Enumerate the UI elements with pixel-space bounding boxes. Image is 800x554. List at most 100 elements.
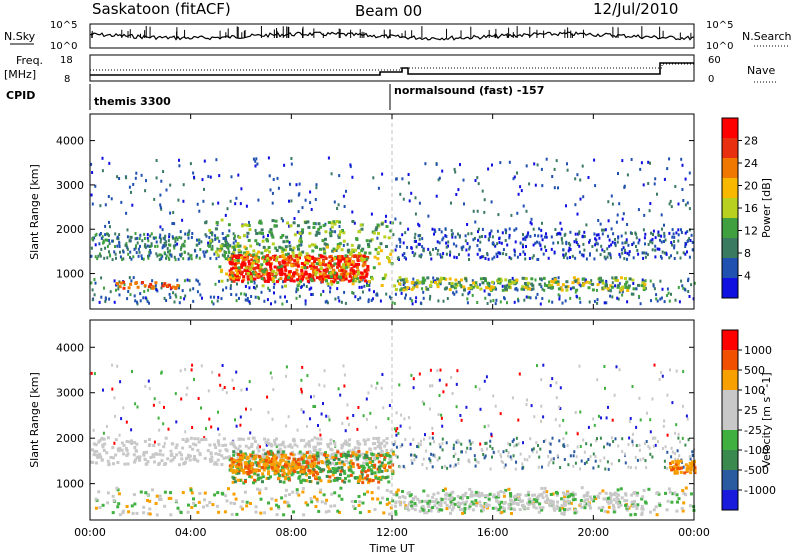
echo-cell: [246, 456, 250, 460]
echo-cell: [513, 495, 516, 499]
echo-cell: [658, 503, 662, 507]
echo-cell: [544, 284, 548, 287]
echo-cell: [621, 290, 624, 294]
echo-cell: [373, 463, 377, 467]
echo-cell: [167, 496, 171, 500]
echo-cell: [275, 280, 279, 284]
echo-cell: [242, 453, 246, 457]
echo-cell: [538, 241, 541, 245]
echo-cell: [666, 499, 670, 503]
echo-cell: [456, 438, 459, 442]
echo-cell: [255, 257, 259, 261]
echo-cell: [125, 211, 128, 215]
echo-cell: [388, 512, 391, 516]
echo-cell: [438, 394, 441, 397]
echo-cell: [231, 378, 234, 382]
echo-cell: [355, 254, 359, 258]
echo-cell: [148, 443, 152, 447]
echo-cell: [558, 439, 561, 443]
echo-cell: [490, 285, 493, 289]
echo-cell: [624, 285, 628, 289]
echo-cell: [189, 162, 192, 166]
echo-cell: [308, 231, 312, 235]
echo-cell: [324, 451, 327, 455]
echo-cell: [560, 238, 563, 242]
echo-cell: [208, 501, 212, 504]
echo-cell: [234, 255, 238, 259]
echo-cell: [246, 231, 250, 235]
echo-cell: [512, 279, 516, 283]
echo-cell: [340, 268, 344, 272]
echo-cell: [466, 496, 470, 500]
echo-cell: [413, 453, 416, 457]
echo-cell: [408, 199, 411, 203]
echo-cell: [593, 495, 596, 499]
echo-cell: [612, 506, 616, 509]
nave-tick-bottom: 0: [708, 74, 714, 85]
echo-cell: [664, 445, 667, 449]
echo-cell: [632, 256, 635, 260]
echo-cell: [458, 440, 460, 444]
echo-cell: [574, 203, 577, 207]
echo-cell: [234, 202, 237, 206]
echo-cell: [90, 246, 93, 250]
echo-cell: [379, 477, 383, 481]
echo-cell: [284, 463, 287, 466]
echo-cell: [384, 463, 387, 467]
echo-cell: [307, 456, 311, 460]
echo-cell: [608, 244, 611, 248]
echo-cell: [607, 505, 611, 509]
echo-cell: [511, 396, 514, 400]
echo-cell: [155, 288, 158, 292]
echo-cell: [197, 440, 201, 444]
echo-cell: [391, 499, 395, 503]
echo-cell: [690, 283, 693, 287]
echo-cell: [619, 255, 622, 259]
echo-cell: [395, 177, 398, 181]
echo-cell: [502, 494, 506, 498]
echo-cell: [667, 291, 670, 295]
echo-cell: [551, 457, 554, 461]
echo-cell: [624, 461, 627, 465]
echo-cell: [397, 256, 400, 260]
echo-cell: [399, 503, 402, 507]
echo-cell: [552, 506, 556, 510]
echo-cell: [153, 197, 156, 201]
echo-cell: [283, 471, 287, 475]
echo-cell: [560, 227, 563, 231]
echo-cell: [327, 264, 330, 268]
echo-cell: [587, 286, 591, 290]
echo-cell: [235, 299, 238, 303]
echo-cell: [292, 466, 295, 470]
echo-cell: [130, 257, 133, 261]
echo-cell: [370, 452, 374, 456]
echo-cell: [649, 418, 652, 422]
echo-cell: [113, 441, 116, 445]
echo-cell: [277, 186, 280, 190]
echo-cell: [319, 225, 323, 229]
echo-cell: [352, 291, 355, 295]
echo-cell: [507, 442, 510, 446]
echo-cell: [187, 503, 190, 507]
echo-cell: [165, 254, 168, 258]
echo-cell: [367, 391, 370, 395]
echo-cell: [588, 504, 592, 507]
echo-cell: [198, 491, 202, 495]
echo-cell: [673, 491, 677, 495]
echo-cell: [556, 232, 559, 236]
echo-cell: [319, 470, 323, 474]
echo-cell: [506, 283, 509, 287]
echo-cell: [236, 478, 240, 482]
echo-cell: [209, 256, 212, 260]
echo-cell: [420, 253, 423, 257]
echo-cell: [448, 277, 452, 281]
echo-cell: [564, 285, 568, 289]
echo-cell: [403, 417, 406, 421]
echo-cell: [272, 280, 276, 283]
echo-cell: [305, 276, 309, 280]
echo-cell: [319, 274, 322, 278]
echo-cell: [449, 250, 452, 254]
echo-cell: [663, 459, 666, 463]
echo-cell: [553, 250, 556, 254]
echo-cell: [336, 450, 340, 454]
